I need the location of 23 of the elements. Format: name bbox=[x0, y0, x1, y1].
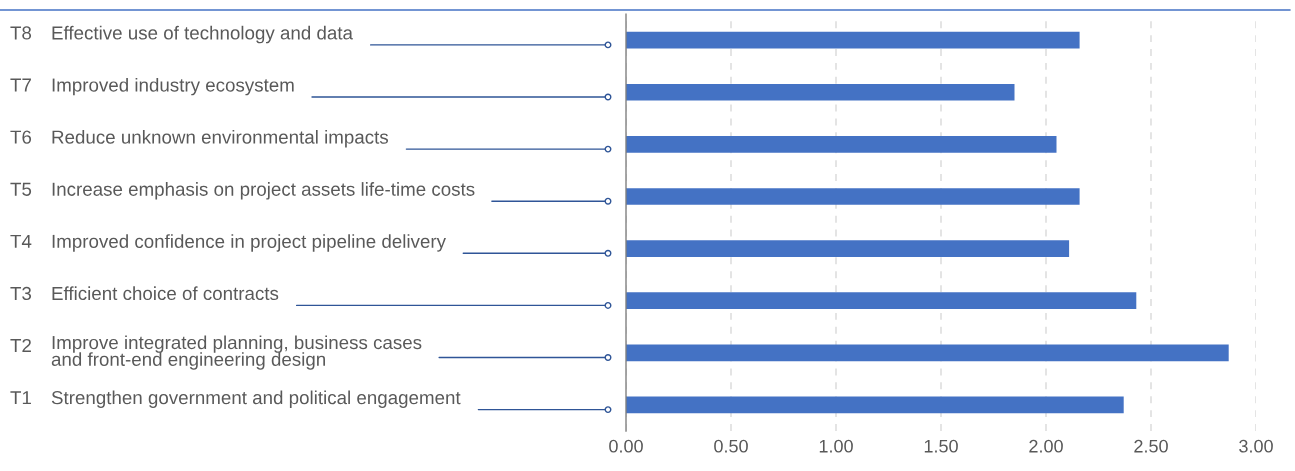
x-tick-label: 0.00 bbox=[609, 439, 643, 453]
bar bbox=[626, 83, 1015, 101]
y-tick-label: T7 Improved industry ecosystem bbox=[10, 77, 294, 96]
bar bbox=[626, 136, 1057, 153]
bar bbox=[626, 31, 1080, 49]
x-tick-label: 2.00 bbox=[1029, 439, 1063, 453]
bar bbox=[626, 240, 1070, 257]
bar bbox=[626, 188, 1080, 205]
bar bbox=[626, 344, 1229, 362]
y-tick-label: T8 Effective use of technology and data bbox=[10, 25, 353, 44]
y-tick-label: T2 Improve integrated planning, business cases and front-end engineering design bbox=[10, 335, 422, 370]
bar bbox=[626, 292, 1137, 310]
x-tick-label: 0.50 bbox=[714, 439, 748, 453]
x-tick-label: 1.00 bbox=[819, 439, 853, 453]
y-tick-label: T1 Strengthen government and political engagement bbox=[10, 390, 461, 408]
y-tick-label: T6 Reduce unknown environmental impacts bbox=[10, 130, 389, 148]
y-tick-label: T4 Improved confidence in project pipeline delivery bbox=[10, 234, 446, 252]
x-tick-label: 3.00 bbox=[1239, 439, 1273, 453]
x-tick-label: 1.50 bbox=[924, 439, 958, 453]
x-tick-label: 2.50 bbox=[1134, 439, 1168, 453]
y-tick-label: T3 Efficient choice of contracts bbox=[10, 286, 279, 301]
bar bbox=[626, 396, 1124, 414]
y-tick-label: T5 Increase emphasis on project assets life-time costs bbox=[10, 182, 475, 200]
